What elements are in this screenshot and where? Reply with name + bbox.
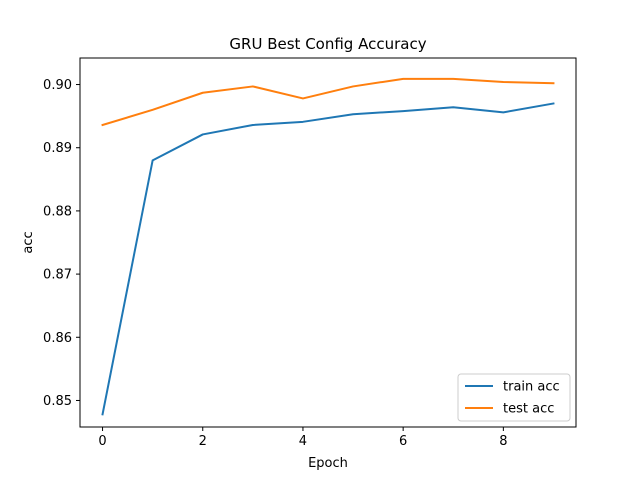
y-tick-label: 0.90 bbox=[43, 78, 72, 93]
y-tick-label: 0.87 bbox=[43, 268, 72, 283]
x-tick-label: 0 bbox=[98, 434, 106, 449]
x-tick-label: 4 bbox=[299, 434, 307, 449]
series-line-train-acc bbox=[101, 102, 555, 416]
x-axis-label: Epoch bbox=[308, 456, 348, 471]
series-line-test-acc bbox=[101, 77, 555, 127]
x-tick-label: 6 bbox=[399, 434, 407, 449]
series-layer bbox=[101, 77, 555, 416]
y-tick-label: 0.89 bbox=[43, 141, 72, 156]
y-tick-label: 0.88 bbox=[43, 204, 72, 219]
y-axis-label: acc bbox=[21, 231, 36, 253]
x-tick-label: 8 bbox=[499, 434, 507, 449]
y-tick-label: 0.86 bbox=[43, 331, 72, 346]
legend: train acc test acc bbox=[457, 373, 571, 422]
chart-title: GRU Best Config Accuracy bbox=[229, 35, 426, 53]
legend-label-train-acc: train acc bbox=[503, 380, 560, 395]
x-tick-label: 2 bbox=[199, 434, 207, 449]
plot-frame bbox=[79, 57, 577, 428]
axes-layer: 0 2 4 6 8 0.85 0.86 0.87 0.88 0.89 0.90 bbox=[43, 57, 577, 449]
y-tick-label: 0.85 bbox=[43, 394, 72, 409]
legend-label-test-acc: test acc bbox=[503, 402, 554, 417]
